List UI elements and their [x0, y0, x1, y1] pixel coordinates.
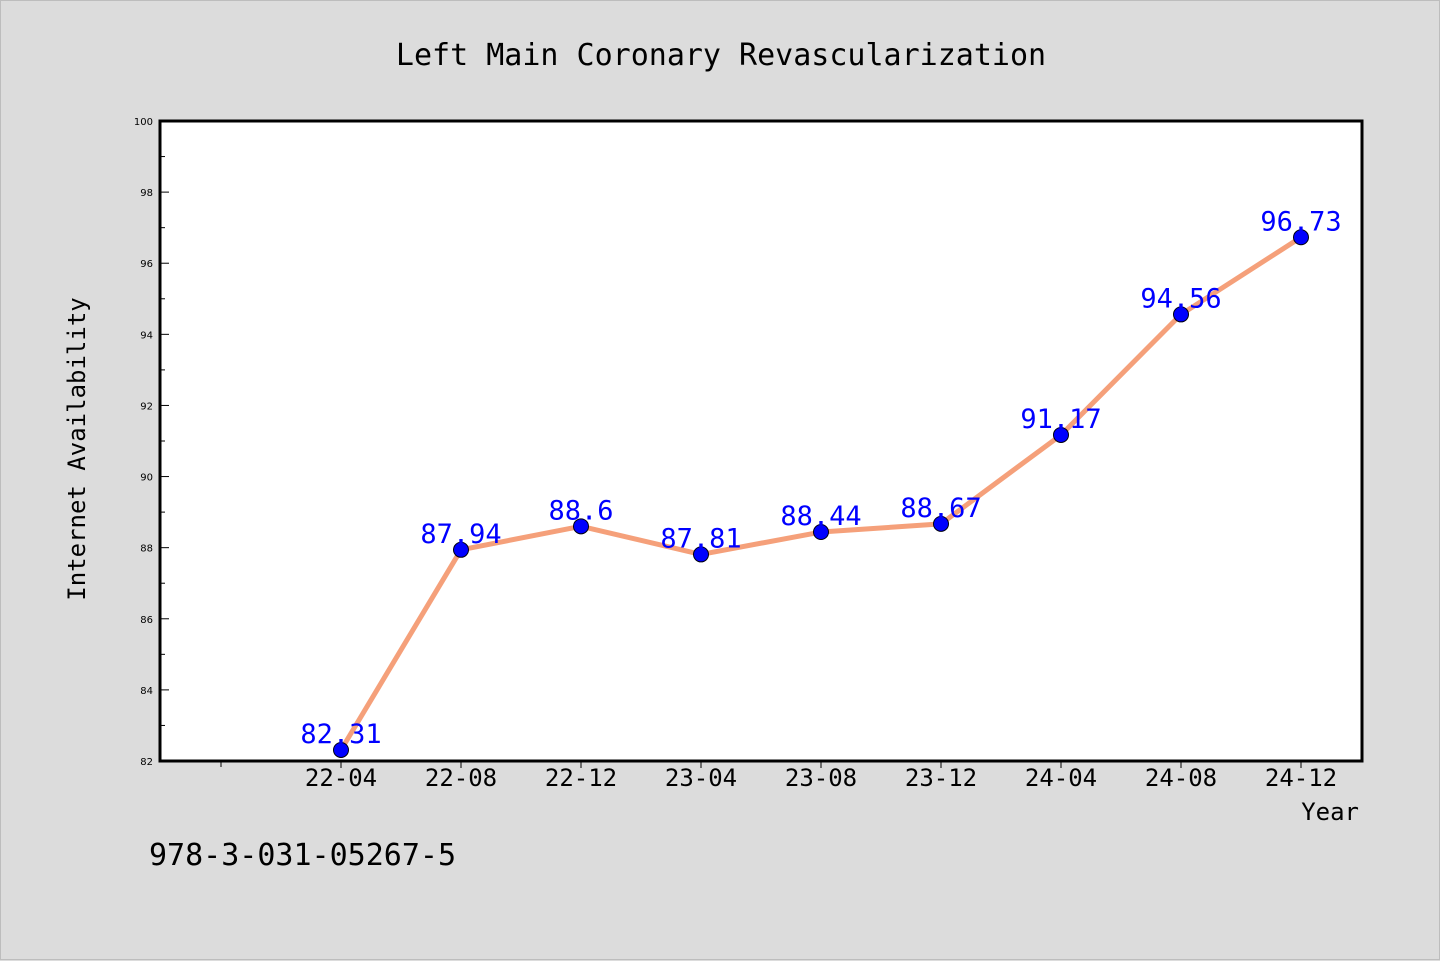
data-point-marker: [453, 541, 469, 558]
data-label: 88.67: [900, 493, 981, 524]
data-point-marker: [573, 518, 589, 535]
y-tick-label: 94: [140, 330, 153, 341]
x-tick-label: 24-12: [1265, 764, 1337, 792]
y-tick-label: 90: [140, 473, 153, 484]
data-label: 91.17: [1020, 404, 1101, 435]
x-tick-label: 22-04: [305, 764, 377, 792]
data-label: 87.81: [660, 523, 741, 554]
footer-code: 978-3-031-05267-5: [149, 838, 456, 873]
x-tick-label: 23-04: [665, 764, 737, 792]
series: [333, 229, 1309, 758]
data-point-marker: [1053, 426, 1069, 443]
y-axis-label: Internet Availability: [63, 297, 91, 600]
x-tick-label: 23-12: [905, 764, 977, 792]
x-tick-label: 24-08: [1145, 764, 1217, 792]
data-label: 87.94: [420, 519, 501, 550]
x-tick-label: 22-12: [545, 764, 617, 792]
y-tick-label: 92: [140, 401, 153, 412]
data-label: 88.44: [780, 501, 861, 532]
data-point-marker: [813, 524, 829, 541]
y-tick-label: 98: [140, 188, 153, 199]
data-label: 88.6: [548, 495, 613, 526]
x-tick-label: 24-04: [1025, 764, 1097, 792]
plot-area: [158, 119, 1364, 763]
data-point-marker: [693, 546, 709, 563]
y-tick-label: 100: [134, 117, 153, 128]
x-axis-label: Year: [1301, 798, 1359, 826]
x-tick-label: 22-08: [425, 764, 497, 792]
y-tick-label: 88: [140, 544, 153, 555]
y-tick-label: 82: [140, 757, 153, 768]
x-tick-label: 23-08: [785, 764, 857, 792]
data-point-marker: [333, 741, 349, 758]
data-point-marker: [1173, 306, 1189, 323]
y-axis: 82 84 86 88 90 92 94 96 98 100: [134, 117, 169, 768]
data-labels: 82.31 87.94 88.6 87.81 88.44 88.67 91.17 94.56 9…: [300, 206, 1341, 750]
x-axis: 22-04 22-08 22-12 23-04 23-08 23-12 24-04 24-08…: [220, 761, 1337, 792]
y-tick-label: 86: [140, 615, 153, 626]
data-point-marker: [933, 515, 949, 532]
y-tick-label: 96: [140, 259, 153, 270]
data-label: 94.56: [1140, 283, 1221, 314]
y-tick-label: 84: [140, 686, 153, 697]
data-point-marker: [1293, 229, 1309, 246]
data-label: 82.31: [300, 719, 381, 750]
data-label: 96.73: [1260, 206, 1341, 237]
chart-title: Left Main Coronary Revascularization: [396, 38, 1046, 73]
